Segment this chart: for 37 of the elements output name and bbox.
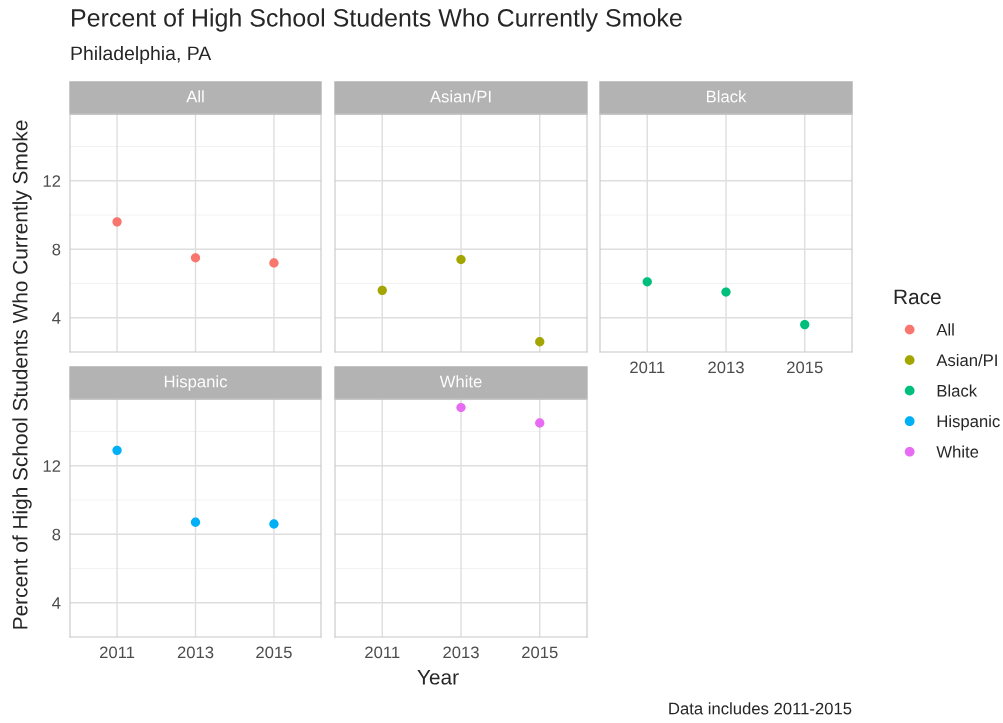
x-tick-label: 2013 [177,646,214,659]
point [269,258,279,268]
legend-label: Hispanic [937,414,1000,431]
point [112,217,122,227]
y-tick-label: 4 [52,597,61,609]
x-tick-label: 2011 [630,361,665,374]
x-tick-label: 2011 [99,646,135,659]
text: Asian/PI [430,90,491,103]
y-tick-label: 4 [52,312,61,324]
x-tick-label: 2015 [522,646,558,659]
text: White [439,375,482,388]
y-tick-label: 8 [52,528,61,541]
x-tick-label: 2011 [365,646,400,659]
y-axis-title: Percent of High School Students Who Currently Smoke [12,120,32,629]
point [190,253,201,263]
point [269,519,279,529]
text: Black [706,90,747,103]
point [112,445,122,456]
text: All [186,90,204,103]
x-tick-label: 2015 [787,361,823,374]
legend-title: Race [894,289,941,305]
text: Data includes 2011-2015 [669,702,852,715]
text: Percent of High School Students Who Currently Smoke [72,8,682,32]
legend-label: Black [937,384,978,397]
x-tick-label: 2015 [256,646,292,659]
x-tick-label: 2013 [443,646,479,659]
y-tick-label: 12 [43,175,61,187]
point [190,517,201,527]
legend-label: White [936,445,979,458]
text: Hispanic [164,375,228,391]
y-tick-label: 8 [52,243,61,256]
x-axis-title: Year [417,670,459,685]
chart-subtitle: Philadelphia, PA [71,45,212,65]
legend-label: Asian/PI [936,353,997,367]
x-tick-label: 2013 [708,361,744,374]
y-tick-label: 12 [43,460,61,472]
legend-label: All [936,323,954,336]
